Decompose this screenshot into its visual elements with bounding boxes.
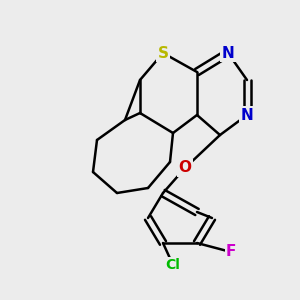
Text: Cl: Cl <box>166 258 180 272</box>
Text: N: N <box>241 107 254 122</box>
Text: F: F <box>226 244 236 260</box>
Text: O: O <box>178 160 191 175</box>
Text: N: N <box>222 46 234 61</box>
Text: S: S <box>158 46 169 61</box>
